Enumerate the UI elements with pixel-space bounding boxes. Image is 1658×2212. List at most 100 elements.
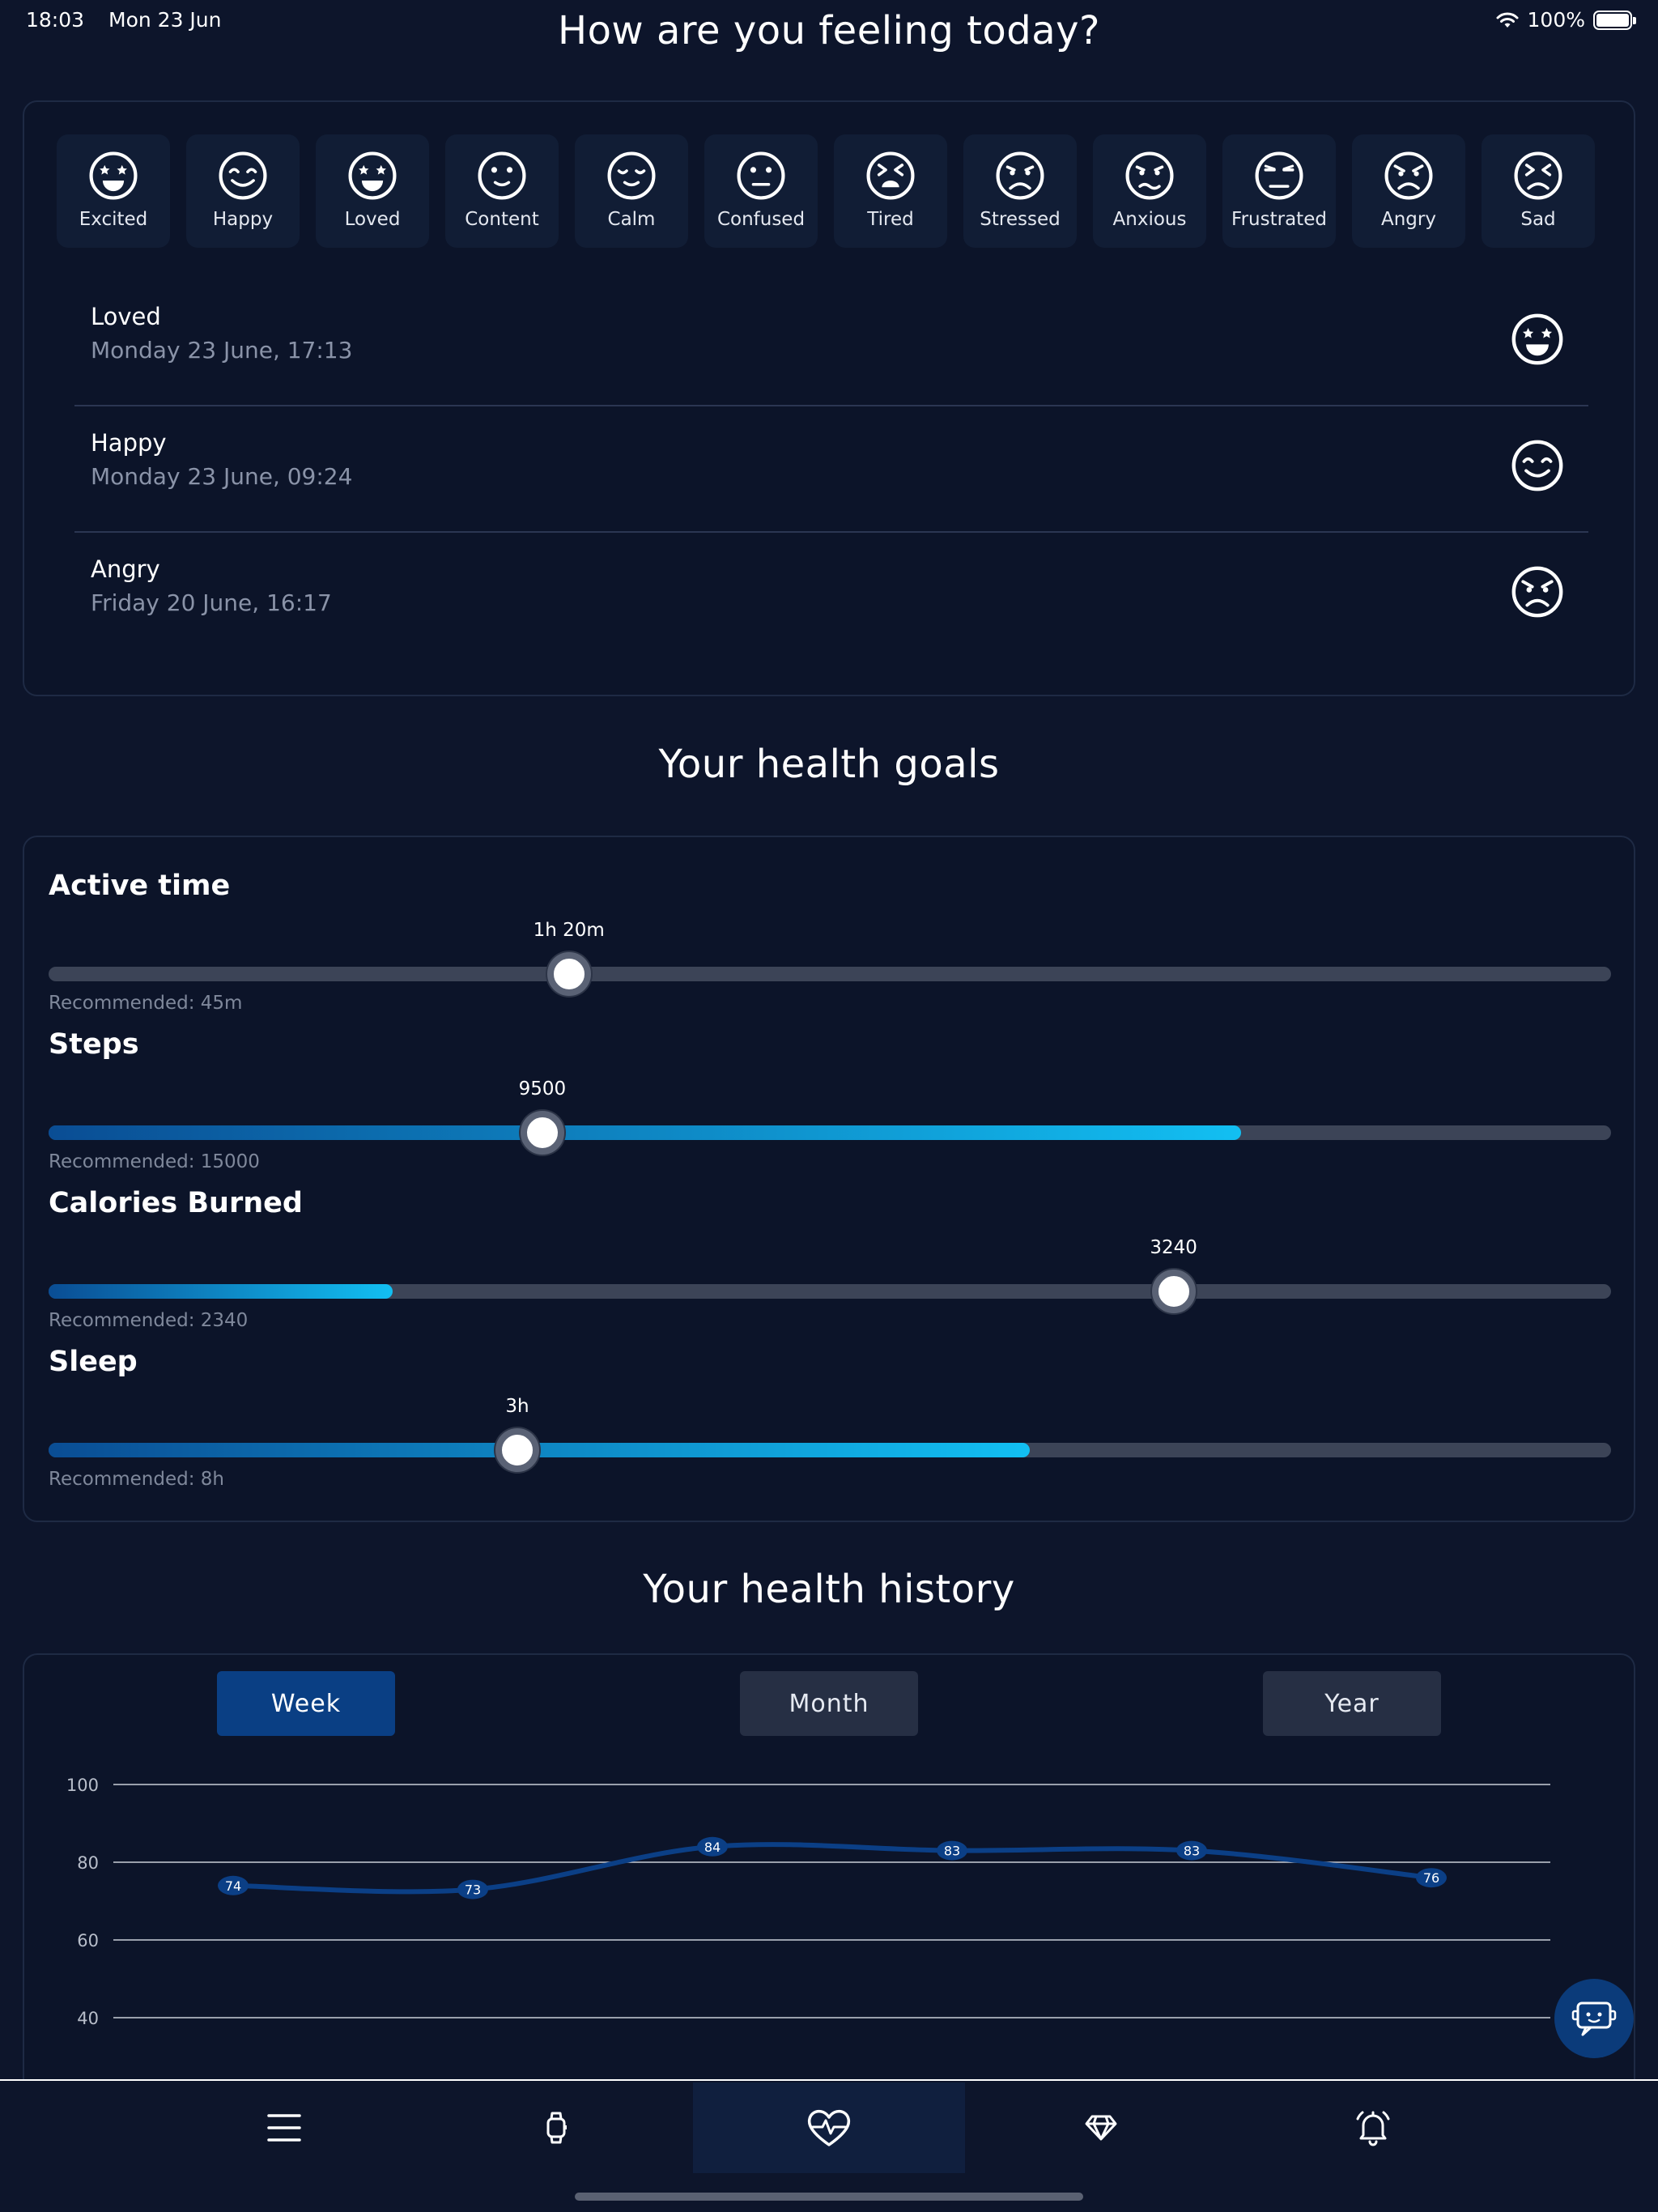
mood-entry-time: Monday 23 June, 17:13 <box>91 337 353 364</box>
mood-option-frustrated[interactable]: Frustrated <box>1222 134 1336 248</box>
slider-track[interactable] <box>49 967 1611 981</box>
mood-option-stressed[interactable]: Stressed <box>963 134 1077 248</box>
mood-option-angry[interactable]: Angry <box>1352 134 1465 248</box>
mood-entry-row[interactable]: Loved Monday 23 June, 17:13 <box>74 280 1588 406</box>
nav-health[interactable] <box>693 2082 965 2173</box>
chart-point[interactable]: 74 <box>218 1875 249 1895</box>
chat-bot-button[interactable] <box>1554 1979 1634 2058</box>
chart-y-tick-label: 60 <box>77 1931 99 1950</box>
chart-y-tick-label: 80 <box>77 1853 99 1873</box>
slider-track[interactable] <box>49 1125 1611 1140</box>
mood-option-confused[interactable]: Confused <box>704 134 818 248</box>
mood-entry-title: Happy <box>91 429 167 457</box>
loved-face-icon <box>1511 313 1563 365</box>
nav-alarms[interactable] <box>1237 2082 1509 2173</box>
chart-point[interactable]: 83 <box>1176 1840 1207 1861</box>
mood-entry-title: Loved <box>91 303 161 330</box>
history-card: Week Month Year 100 80 60 40 74 73 84 83 83 76 <box>23 1653 1635 2107</box>
mood-option-label: Anxious <box>1112 209 1187 230</box>
loved-face-icon <box>348 151 397 200</box>
mood-option-sad[interactable]: Sad <box>1482 134 1595 248</box>
goals-section-title: Your health goals <box>658 742 1000 787</box>
nav-menu[interactable] <box>148 2082 420 2173</box>
tab-month[interactable]: Month <box>740 1671 918 1736</box>
bottom-navigation <box>0 2079 1658 2212</box>
mood-option-anxious[interactable]: Anxious <box>1093 134 1206 248</box>
mood-option-label: Content <box>465 209 539 230</box>
chart-point[interactable]: 84 <box>697 1836 728 1857</box>
mood-option-happy[interactable]: Happy <box>186 134 300 248</box>
nav-watch[interactable] <box>420 2082 692 2173</box>
mood-option-label: Excited <box>79 209 148 230</box>
mood-picker: Excited Happy Loved Content Calm Confuse… <box>57 134 1595 248</box>
mood-option-tired[interactable]: Tired <box>834 134 947 248</box>
chart-point-marker <box>1416 1868 1447 1888</box>
chart-point-marker <box>1176 1840 1207 1861</box>
mood-entry-time: Monday 23 June, 09:24 <box>91 463 353 490</box>
chart-data-label: 83 <box>944 1844 960 1859</box>
chart-point[interactable]: 76 <box>1416 1868 1447 1888</box>
mood-option-content[interactable]: Content <box>445 134 559 248</box>
alarm-bell-icon <box>1356 2111 1390 2146</box>
battery-icon <box>1593 10 1636 30</box>
chart-point-marker <box>457 1879 488 1899</box>
angry-face-icon <box>1511 566 1563 618</box>
goal-active-time: Active time 1h 20m Recommended: 45m <box>49 870 1611 1014</box>
chart-data-label: 74 <box>225 1878 241 1894</box>
slider-value: 3240 <box>1150 1237 1197 1258</box>
mood-option-label: Angry <box>1381 209 1436 230</box>
chart-point[interactable]: 83 <box>937 1840 967 1861</box>
chart-point[interactable]: 73 <box>457 1879 488 1899</box>
goal-calories-burned: Calories Burned 3240 Recommended: 2340 <box>49 1187 1611 1331</box>
mood-option-label: Stressed <box>980 209 1061 230</box>
watch-icon <box>546 2112 567 2144</box>
mood-entry-time: Friday 20 June, 16:17 <box>91 589 332 616</box>
mood-entry-row[interactable]: Happy Monday 23 June, 09:24 <box>74 406 1588 533</box>
chart-point-marker <box>697 1836 728 1857</box>
chart-point-marker <box>937 1840 967 1861</box>
goal-title: Active time <box>49 870 231 902</box>
mood-option-calm[interactable]: Calm <box>575 134 688 248</box>
angry-face-icon <box>1384 151 1433 200</box>
tab-week[interactable]: Week <box>217 1671 395 1736</box>
slider-value: 1h 20m <box>533 920 605 941</box>
mood-entry-icon <box>1511 439 1564 496</box>
mood-option-label: Calm <box>607 209 656 230</box>
mood-entry-row[interactable]: Angry Friday 20 June, 16:17 <box>74 533 1588 659</box>
frustrated-face-icon <box>1255 151 1303 200</box>
stressed-face-icon <box>996 151 1044 200</box>
slider-fill <box>49 1125 1241 1140</box>
slider-track[interactable] <box>49 1443 1611 1457</box>
mood-entry-icon <box>1511 565 1564 622</box>
slider-thumb[interactable] <box>546 952 591 996</box>
wifi-icon <box>1496 12 1519 28</box>
mood-option-loved[interactable]: Loved <box>316 134 429 248</box>
slider-value: 9500 <box>518 1078 567 1100</box>
mood-option-label: Frustrated <box>1231 209 1327 230</box>
goal-title: Calories Burned <box>49 1187 303 1219</box>
slider-fill <box>49 1443 1031 1457</box>
chart-y-tick-label: 100 <box>66 1776 99 1795</box>
mood-card: Excited Happy Loved Content Calm Confuse… <box>23 100 1635 696</box>
mood-option-label: Confused <box>716 209 806 230</box>
slider-thumb[interactable] <box>1151 1270 1196 1313</box>
tab-year[interactable]: Year <box>1263 1671 1441 1736</box>
mood-option-label: Happy <box>212 209 274 230</box>
slider-thumb[interactable] <box>495 1428 539 1472</box>
mood-option-label: Tired <box>867 209 914 230</box>
diamond-icon <box>1085 2115 1117 2141</box>
mood-entries-list: Loved Monday 23 June, 17:13 Happy Monday… <box>74 280 1588 659</box>
menu-icon <box>267 2114 301 2142</box>
mood-section-title: How are you feeling today? <box>557 8 1101 53</box>
slider-track[interactable] <box>49 1284 1611 1299</box>
home-indicator <box>575 2193 1083 2201</box>
chart-data-label: 84 <box>704 1840 721 1855</box>
slider-thumb[interactable] <box>520 1111 564 1155</box>
nav-premium[interactable] <box>965 2082 1237 2173</box>
content-face-icon <box>478 151 526 200</box>
calm-face-icon <box>607 151 656 200</box>
mood-option-excited[interactable]: Excited <box>57 134 170 248</box>
goal-steps: Steps 9500 Recommended: 15000 <box>49 1028 1611 1172</box>
goal-sleep: Sleep 3h Recommended: 8h <box>49 1346 1611 1490</box>
